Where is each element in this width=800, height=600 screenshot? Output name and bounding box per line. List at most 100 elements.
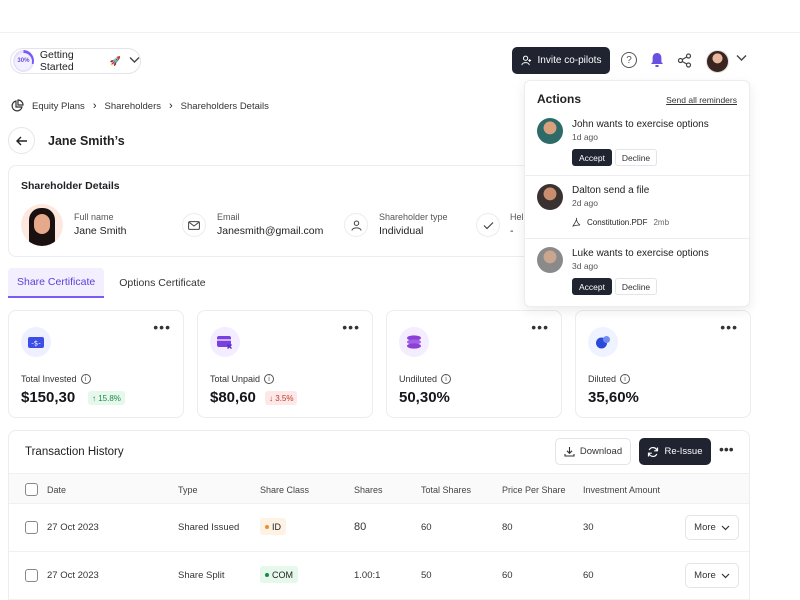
add-user-icon	[520, 55, 531, 66]
column-header-shares[interactable]: Shares	[354, 485, 383, 495]
held-label: Hel	[510, 212, 524, 222]
table-row[interactable]: 27 Oct 2023 Share Split COM 1.00:1 50 60…	[9, 552, 749, 600]
column-header-total-shares[interactable]: Total Shares	[421, 485, 472, 495]
mail-icon	[182, 213, 206, 237]
card-x-icon	[210, 327, 240, 357]
more-options-icon[interactable]: •••	[531, 319, 549, 335]
info-icon[interactable]: i	[620, 374, 631, 384]
stat-card-total-unpaid: ••• Total Unpaid i $80,60 ↓ 3.5%	[197, 310, 373, 418]
stat-card-undiluted: ••• Undiluted i 50,30%	[386, 310, 562, 418]
held-field: Hel -	[510, 212, 524, 237]
column-header-share-class[interactable]: Share Class	[260, 485, 310, 495]
notification-item[interactable]: Luke wants to exercise options 3d ago Ac…	[525, 238, 751, 308]
cell-total-shares: 60	[421, 522, 432, 533]
arrow-left-icon	[15, 136, 27, 145]
download-button[interactable]: Download	[555, 438, 631, 465]
bubbles-icon	[588, 327, 618, 357]
dollar-card-icon: -$-	[21, 327, 51, 357]
reissue-button[interactable]: Re-Issue	[639, 438, 711, 465]
progress-label: 30%	[14, 52, 32, 70]
cell-type: Share Split	[178, 570, 225, 581]
breadcrumb-equity-plans[interactable]: Equity Plans	[32, 100, 85, 112]
page-header: Jane Smith’s	[8, 127, 125, 154]
tab-share-certificate[interactable]: Share Certificate	[8, 268, 105, 298]
cell-type: Shared Issued	[178, 522, 240, 533]
help-icon[interactable]: ?	[621, 52, 637, 68]
invite-copilots-button[interactable]: Invite co-pilots	[512, 47, 610, 74]
page-title: Jane Smith’s	[48, 133, 125, 148]
chevron-right-icon: ›	[92, 100, 97, 112]
info-icon[interactable]: i	[441, 374, 452, 384]
row-more-button[interactable]: More	[685, 515, 739, 540]
transaction-history-title: Transaction History	[25, 446, 124, 458]
column-header-date[interactable]: Date	[47, 485, 67, 495]
column-header-investment-amount[interactable]: Investment Amount	[583, 485, 661, 495]
notification-item[interactable]: John wants to exercise options 1d ago Ac…	[525, 117, 751, 175]
cell-investment-amount: 30	[583, 522, 594, 533]
more-options-icon[interactable]: •••	[720, 319, 738, 335]
rocket-icon: 🚀	[109, 55, 121, 66]
chevron-down-icon	[721, 525, 730, 530]
stat-label: Undiluted i	[399, 374, 452, 384]
stack-icon	[399, 327, 429, 357]
arrow-up-icon: ↑	[92, 393, 99, 403]
stat-value: 35,60%	[588, 389, 639, 406]
full-name-label: Full name	[74, 212, 114, 222]
email-value: Janesmith@gmail.com	[217, 225, 324, 237]
share-class-badge: ID	[260, 518, 286, 535]
attached-file[interactable]: Constitution.PDF 2mb	[572, 217, 669, 227]
getting-started-button[interactable]: 30% Getting Started 🚀	[10, 48, 141, 74]
row-checkbox[interactable]	[25, 569, 38, 582]
user-avatar[interactable]	[706, 50, 729, 73]
stat-card-total-invested: -$- ••• Total Invested i $150,30 ↑ 15.8%	[8, 310, 184, 418]
stat-label: Total Invested i	[21, 374, 91, 384]
back-button[interactable]	[8, 127, 35, 154]
share-icon[interactable]	[675, 51, 693, 69]
tab-options-certificate[interactable]: Options Certificate	[119, 277, 206, 289]
shareholder-details-card: Shareholder Details Full name Jane Smith…	[8, 165, 528, 257]
arrow-down-icon: ↓	[269, 393, 276, 403]
stat-value: 50,30%	[399, 389, 450, 406]
email-field: Email Janesmith@gmail.com	[217, 212, 323, 237]
decline-button[interactable]: Decline	[615, 278, 657, 295]
more-options-icon[interactable]: •••	[719, 441, 734, 457]
transaction-history-card: Transaction History Download Re-Issue ••…	[8, 430, 750, 600]
top-bar: 30% Getting Started 🚀 Invite co-pilots ?	[0, 32, 800, 90]
accept-button[interactable]: Accept	[572, 149, 612, 166]
select-all-checkbox[interactable]	[25, 483, 38, 496]
shareholder-type-value: Individual	[379, 225, 424, 237]
stat-label: Total Unpaid i	[210, 374, 275, 384]
invite-label: Invite co-pilots	[537, 55, 602, 66]
chevron-down-icon	[129, 55, 140, 67]
getting-started-label: Getting Started	[39, 49, 74, 73]
held-value: -	[510, 225, 514, 237]
info-icon[interactable]: i	[80, 374, 91, 384]
dot-icon	[265, 572, 269, 577]
breadcrumb-shareholders[interactable]: Shareholders	[104, 100, 161, 112]
notification-time: 1d ago	[572, 132, 598, 142]
avatar	[537, 118, 563, 144]
row-more-button[interactable]: More	[685, 563, 739, 588]
decline-button[interactable]: Decline	[615, 149, 657, 166]
shareholder-type-field: Shareholder type Individual	[379, 212, 448, 237]
bell-icon[interactable]	[648, 51, 666, 69]
column-header-price-per-share[interactable]: Price Per Share	[502, 485, 566, 495]
send-all-reminders-link[interactable]: Send all reminders	[666, 95, 737, 105]
shareholder-type-label: Shareholder type	[379, 212, 448, 222]
table-row[interactable]: 27 Oct 2023 Shared Issued ID 80 60 80 30…	[9, 504, 749, 552]
more-options-icon[interactable]: •••	[342, 319, 360, 335]
column-header-type[interactable]: Type	[178, 485, 198, 495]
cell-price-per-share: 80	[502, 522, 513, 533]
chevron-down-icon[interactable]	[736, 53, 747, 65]
user-icon	[344, 213, 368, 237]
row-checkbox[interactable]	[25, 521, 38, 534]
trend-down-badge: ↓ 3.5%	[265, 391, 298, 405]
more-options-icon[interactable]: •••	[153, 319, 171, 335]
notification-item[interactable]: Dalton send a file 2d ago Constitution.P…	[525, 175, 751, 238]
notification-text: John wants to exercise options	[572, 119, 709, 130]
accept-button[interactable]: Accept	[572, 278, 612, 295]
actions-panel: Actions Send all reminders John wants to…	[524, 80, 751, 308]
pdf-icon	[572, 217, 581, 227]
info-icon[interactable]: i	[264, 374, 275, 384]
cell-shares: 80	[354, 521, 367, 533]
